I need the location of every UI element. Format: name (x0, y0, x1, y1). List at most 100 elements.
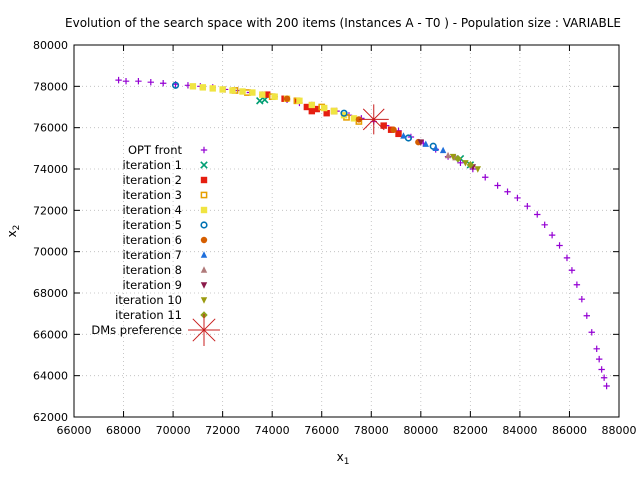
square-marker (199, 84, 207, 91)
plus-marker (122, 77, 130, 85)
square-marker (308, 101, 316, 109)
plus-marker (548, 231, 556, 239)
square-marker (330, 107, 338, 115)
x-tick-label: 86000 (552, 424, 587, 437)
square-marker (189, 83, 197, 90)
triangle-marker (439, 146, 447, 154)
triangle-marker (432, 144, 439, 152)
plus-marker (457, 159, 464, 166)
legend-item: iteration 6 (122, 233, 208, 247)
x-tick-label: 74000 (255, 424, 290, 437)
square-marker (380, 122, 387, 129)
legend-item: DMs preference (91, 314, 220, 346)
plus-marker (588, 329, 595, 336)
plus-marker (534, 211, 541, 218)
circle-open-marker (200, 221, 208, 229)
legend-item: iteration 1 (122, 158, 208, 172)
circle-open-marker (340, 109, 348, 117)
y-tick-label: 68000 (33, 287, 68, 300)
y-tick-label: 64000 (33, 370, 68, 383)
x-tick-label: 78000 (354, 424, 389, 437)
square-marker (229, 87, 236, 94)
y-tick-label: 80000 (33, 39, 68, 52)
circle-marker (283, 95, 291, 102)
y-axis-label: x2 (5, 225, 22, 238)
plus-marker (200, 146, 208, 154)
legend-item: iteration 4 (122, 203, 208, 217)
triangle-down-marker (449, 153, 457, 161)
square-marker (264, 91, 271, 98)
legend-item: iteration 5 (122, 218, 208, 232)
triangle-down-marker (200, 282, 208, 289)
square-marker (321, 104, 328, 112)
series-iteration-4 (189, 83, 358, 122)
x-tick-label: 82000 (453, 424, 488, 437)
series-iteration-11 (454, 154, 475, 169)
legend-label: iteration 2 (122, 173, 182, 187)
square-marker (303, 103, 311, 111)
plus-marker (135, 77, 142, 85)
square-marker (239, 88, 246, 95)
triangle-marker (200, 251, 208, 258)
circle-marker (390, 126, 397, 133)
legend-item: iteration 8 (122, 263, 208, 277)
legend-label: iteration 5 (122, 218, 182, 232)
square-marker (200, 206, 208, 214)
legend-label: iteration 9 (122, 278, 182, 292)
x-tick-label: 84000 (502, 424, 537, 437)
plus-marker (541, 221, 548, 228)
y-tick-label: 62000 (33, 411, 68, 424)
diamond-marker (466, 161, 475, 169)
square-marker (323, 110, 330, 117)
x-marker (200, 161, 208, 169)
plus-marker (504, 188, 511, 195)
triangle-down-marker (200, 297, 208, 304)
x-tick-label: 80000 (403, 424, 438, 437)
plus-marker (482, 174, 489, 181)
series-opt-front (115, 76, 610, 390)
triangle-marker (422, 140, 429, 147)
square-marker (209, 85, 216, 92)
legend-item: iteration 2 (122, 173, 208, 187)
series-dms-preference (358, 104, 389, 135)
plus-marker (524, 203, 531, 210)
square-marker (259, 91, 266, 98)
plus-marker (159, 80, 167, 87)
series-iteration-10 (449, 153, 481, 173)
triangle-down-marker (417, 139, 425, 146)
square-marker (200, 176, 208, 184)
legend-label: iteration 6 (122, 233, 182, 247)
y-tick-label: 72000 (33, 204, 68, 217)
plus-marker (494, 182, 501, 189)
plus-marker (563, 254, 571, 262)
plus-marker (595, 355, 603, 363)
square-marker (249, 89, 256, 96)
square-marker (271, 93, 278, 100)
series-iteration-1 (256, 96, 475, 169)
x-tick-label: 72000 (205, 424, 240, 437)
triangle-marker (200, 266, 208, 273)
y-tick-label: 78000 (33, 80, 68, 93)
y-tick-label: 66000 (33, 328, 68, 341)
legend-label: iteration 3 (122, 188, 182, 202)
triangle-marker (444, 151, 452, 159)
square-marker (308, 107, 316, 115)
plot-border (73, 44, 620, 418)
plot-marks (115, 76, 610, 390)
x-tick-label: 70000 (156, 424, 191, 437)
plus-marker (598, 366, 605, 373)
y-tick-label: 74000 (33, 163, 68, 176)
series-iteration-5 (171, 81, 437, 150)
x-tick-label: 66000 (57, 424, 92, 437)
plus-marker (568, 267, 576, 274)
legend-item: iteration 10 (115, 293, 208, 307)
plus-marker (583, 312, 590, 319)
star-marker (358, 104, 389, 135)
square-marker (395, 130, 402, 138)
chart-title: Evolution of the search space with 200 i… (65, 16, 621, 30)
x-tick-label: 76000 (304, 424, 339, 437)
x-tick-label: 88000 (602, 424, 637, 437)
legend-item: iteration 3 (122, 188, 208, 202)
